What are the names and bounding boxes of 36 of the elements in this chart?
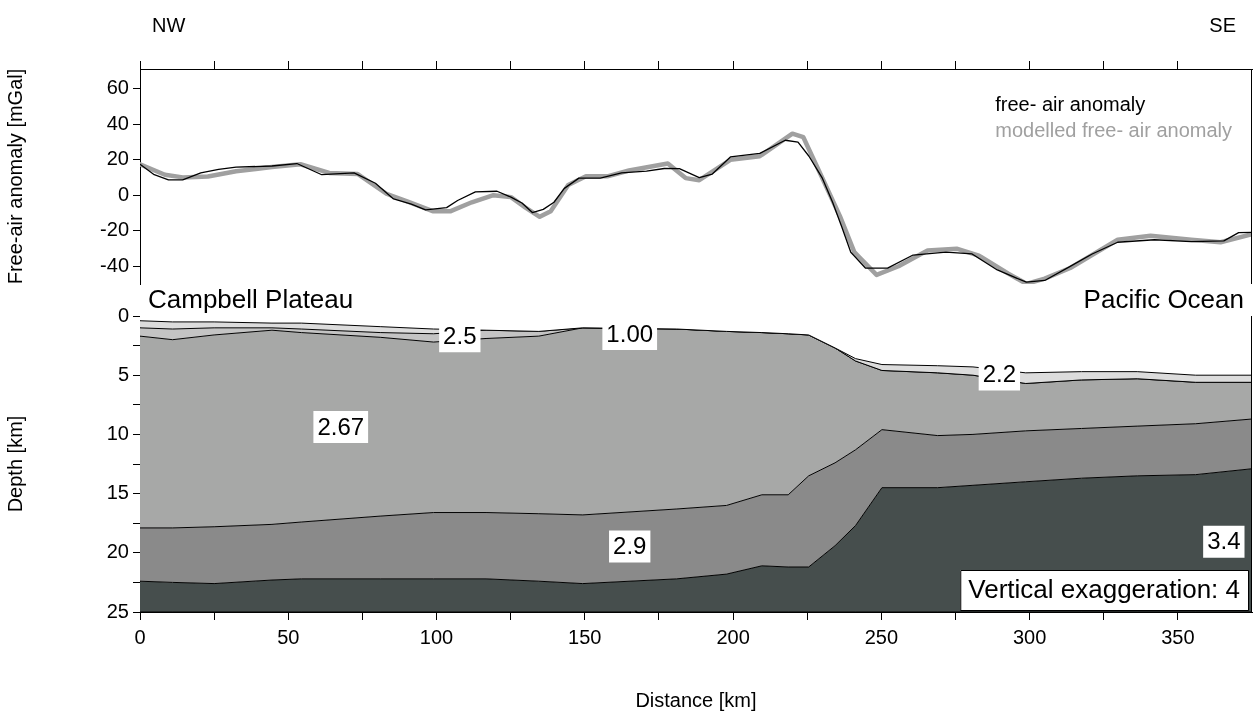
y-tick-label: 20 (106, 147, 129, 170)
y-tick-label: 15 (106, 481, 129, 504)
y-tick-label: 60 (106, 76, 129, 99)
y-tick-label: 25 (106, 599, 129, 622)
y-tick-label: 0 (117, 303, 129, 326)
y-tick-label: -20 (100, 218, 129, 241)
y-tick-label: 20 (106, 540, 129, 563)
x-tick-label: 250 (864, 625, 899, 648)
series-label: 3.4 (1207, 527, 1241, 555)
x-tick-label: 300 (1012, 625, 1047, 648)
series-label: 2.2 (982, 360, 1017, 388)
text: Campbell Plateau (148, 284, 354, 315)
x-tick-label: 0 (134, 625, 146, 648)
x-tick-label: 50 (277, 625, 300, 648)
y-tick-label: 5 (117, 362, 129, 385)
text: SE (1209, 13, 1236, 36)
text: modelled free- air anomaly (995, 118, 1232, 141)
x-tick-label: 150 (568, 625, 602, 648)
y-tick-label: -40 (100, 253, 129, 276)
series-label: 2.67 (317, 412, 365, 440)
x-axis-title: Distance [km] (635, 688, 757, 711)
series-label: 2.5 (443, 321, 477, 349)
series-label: 1.00 (606, 319, 654, 347)
y-tick-label: 40 (106, 111, 129, 134)
text: NW (152, 13, 186, 36)
y-axis-title: Depth [km] (3, 415, 26, 513)
text: Pacific Ocean (1083, 284, 1244, 315)
y-tick-label: 0 (117, 182, 129, 205)
x-tick-label: 100 (419, 625, 454, 648)
series-label: 2.9 (613, 532, 647, 560)
annotation: Vertical exaggeration: 4 (968, 574, 1240, 605)
legend-label: free- air anomaly (995, 92, 1146, 115)
y-axis-title: Free-air anomaly [mGal] (3, 68, 26, 285)
y-tick-label: 10 (106, 421, 129, 444)
x-tick-label: 350 (1161, 625, 1195, 648)
x-tick-label: 200 (716, 625, 750, 648)
